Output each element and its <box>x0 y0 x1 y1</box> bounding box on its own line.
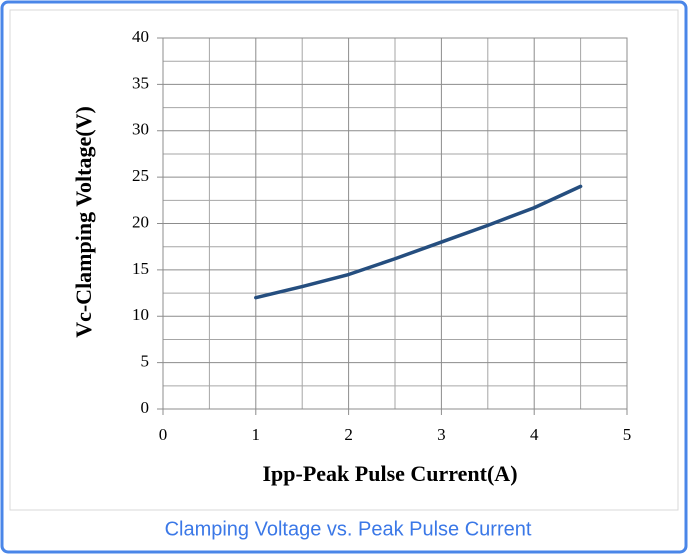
y-tick-label: 30 <box>132 120 149 139</box>
y-tick-label: 40 <box>132 27 149 46</box>
x-axis-title: Ipp-Peak Pulse Current(A) <box>262 461 517 486</box>
x-tick-label: 5 <box>623 425 632 444</box>
x-tick-label: 2 <box>344 425 353 444</box>
y-tick-label: 20 <box>132 212 149 231</box>
chart-area <box>9 9 679 511</box>
caption: Clamping Voltage vs. Peak Pulse Current <box>165 518 532 540</box>
x-tick-label: 1 <box>252 425 261 444</box>
y-tick-label: 35 <box>132 73 149 92</box>
y-tick-label: 15 <box>132 259 149 278</box>
x-tick-label: 3 <box>437 425 446 444</box>
data-line <box>254 184 583 300</box>
y-tick-label: 25 <box>132 166 149 185</box>
plot-border <box>162 37 628 410</box>
y-tick-label: 0 <box>141 398 150 417</box>
y-axis-title: Vc-Clamping Voltage(V) <box>71 106 96 338</box>
y-tick-label: 10 <box>132 305 149 324</box>
x-tick-label: 0 <box>159 425 168 444</box>
y-tick-label: 5 <box>141 352 150 371</box>
x-tick-label: 4 <box>530 425 539 444</box>
